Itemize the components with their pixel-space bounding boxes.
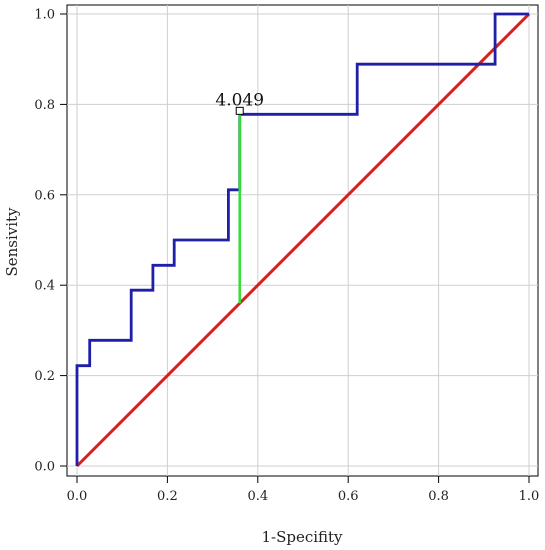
y-tick-label: 0.0 (34, 460, 55, 475)
annotation-layer: 4.049 (215, 90, 264, 304)
y-tick-label: 0.2 (34, 369, 55, 384)
axis-ticks: 0.0 0.2 0.4 0.6 0.8 1.0 0.0 0.2 0.4 0.6 0.8 1.0 (34, 8, 539, 505)
y-tick-label: 0.6 (34, 188, 55, 203)
cutoff-marker (235, 106, 244, 115)
cutoff-label: 4.049 (215, 90, 264, 110)
roc-curve-line (75, 12, 529, 466)
y-tick-label: 0.8 (34, 98, 55, 113)
x-tick-label: 0.2 (157, 489, 178, 504)
x-tick-label: 0.0 (67, 489, 88, 504)
x-tick-label: 0.8 (428, 489, 449, 504)
y-axis-label: Sensivity (3, 207, 21, 277)
plot-frame (66, 4, 539, 477)
x-tick-label: 1.0 (519, 489, 540, 504)
reference-diagonal-line (75, 12, 531, 468)
x-tick-label: 0.6 (338, 489, 359, 504)
x-axis-label: 1-Specifity (261, 528, 343, 546)
series-layer (75, 12, 531, 468)
x-tick-label: 0.4 (247, 489, 268, 504)
y-tick-label: 1.0 (34, 8, 55, 23)
y-tick-label: 0.4 (34, 279, 55, 294)
